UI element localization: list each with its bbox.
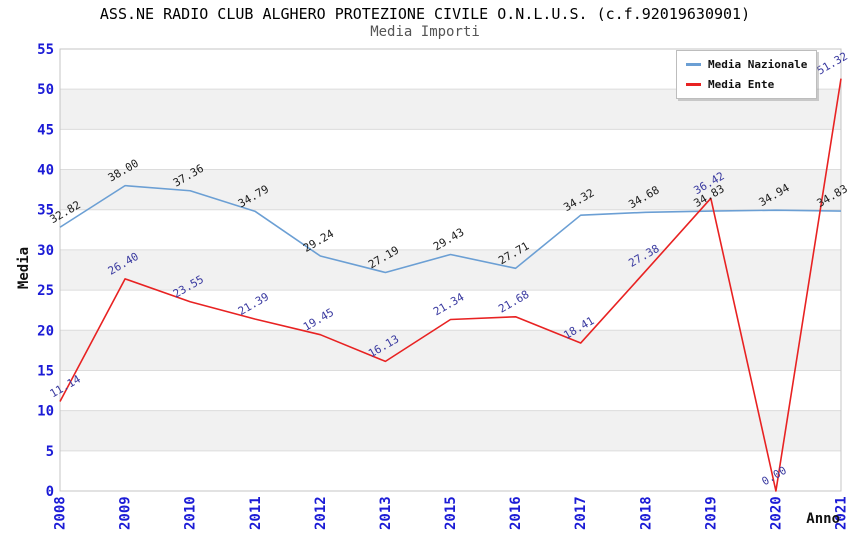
series-line-media-ente [59, 78, 842, 492]
y-tick-label: 5 [46, 444, 54, 460]
y-tick-label: 35 [37, 203, 54, 219]
x-tick-label: 2017 [573, 496, 589, 530]
y-tick-label: 0 [46, 484, 54, 500]
page-subtitle: Media Importi [370, 24, 480, 40]
x-tick-label: 2008 [53, 496, 69, 530]
page-title: ASS.NE RADIO CLUB ALGHERO PROTEZIONE CIV… [99, 5, 751, 23]
legend-item-media-ente: Media Ente [686, 78, 807, 91]
x-axis-title: Anno [806, 511, 840, 527]
y-tick-label: 40 [37, 163, 54, 179]
x-tick-label: 2020 [768, 496, 784, 530]
x-tick-label: 2010 [183, 496, 199, 530]
grid-band [60, 169, 841, 210]
y-tick-label: 45 [37, 122, 54, 138]
x-tick-label: 2011 [248, 496, 264, 530]
plot-border [59, 48, 842, 492]
legend-label-media-ente: Media Ente [708, 78, 775, 91]
data-label: 19.45 [301, 306, 336, 334]
x-tick-label: 2019 [703, 496, 719, 530]
data-label: 51.32 [815, 50, 850, 78]
y-tick-label: 20 [37, 323, 54, 339]
y-tick-label: 30 [37, 243, 54, 259]
y-tick-label: 15 [37, 363, 54, 379]
legend-item-media-nazionale: Media Nazionale [686, 58, 807, 71]
x-tick-label: 2018 [638, 496, 654, 530]
grid-band [60, 330, 841, 371]
data-label: 21.68 [496, 288, 531, 316]
y-tick-label: 10 [37, 404, 54, 420]
x-tick-label: 2015 [443, 496, 459, 530]
data-label: 21.34 [431, 290, 467, 318]
legend-swatch-media-ente-icon [686, 83, 701, 86]
x-tick-label: 2016 [508, 496, 524, 530]
legend: Media Nazionale Media Ente [676, 50, 818, 99]
y-tick-label: 50 [37, 82, 54, 98]
data-label: 29.43 [431, 226, 466, 254]
x-tick-label: 2009 [118, 496, 134, 530]
x-tick-label: 2012 [313, 496, 329, 530]
x-tick-label: 2021 [834, 496, 850, 530]
grid-band [60, 249, 841, 291]
y-tick-label: 55 [37, 42, 54, 58]
legend-label-media-nazionale: Media Nazionale [708, 58, 808, 71]
series-line-media-nazionale [59, 184, 842, 274]
data-label: 21.39 [236, 290, 271, 318]
legend-swatch-media-nazionale-icon [686, 63, 701, 66]
grid-band [60, 410, 841, 451]
x-tick-label: 2013 [378, 496, 394, 530]
y-axis-title: Media [16, 247, 32, 289]
y-tick-label: 25 [37, 283, 54, 299]
